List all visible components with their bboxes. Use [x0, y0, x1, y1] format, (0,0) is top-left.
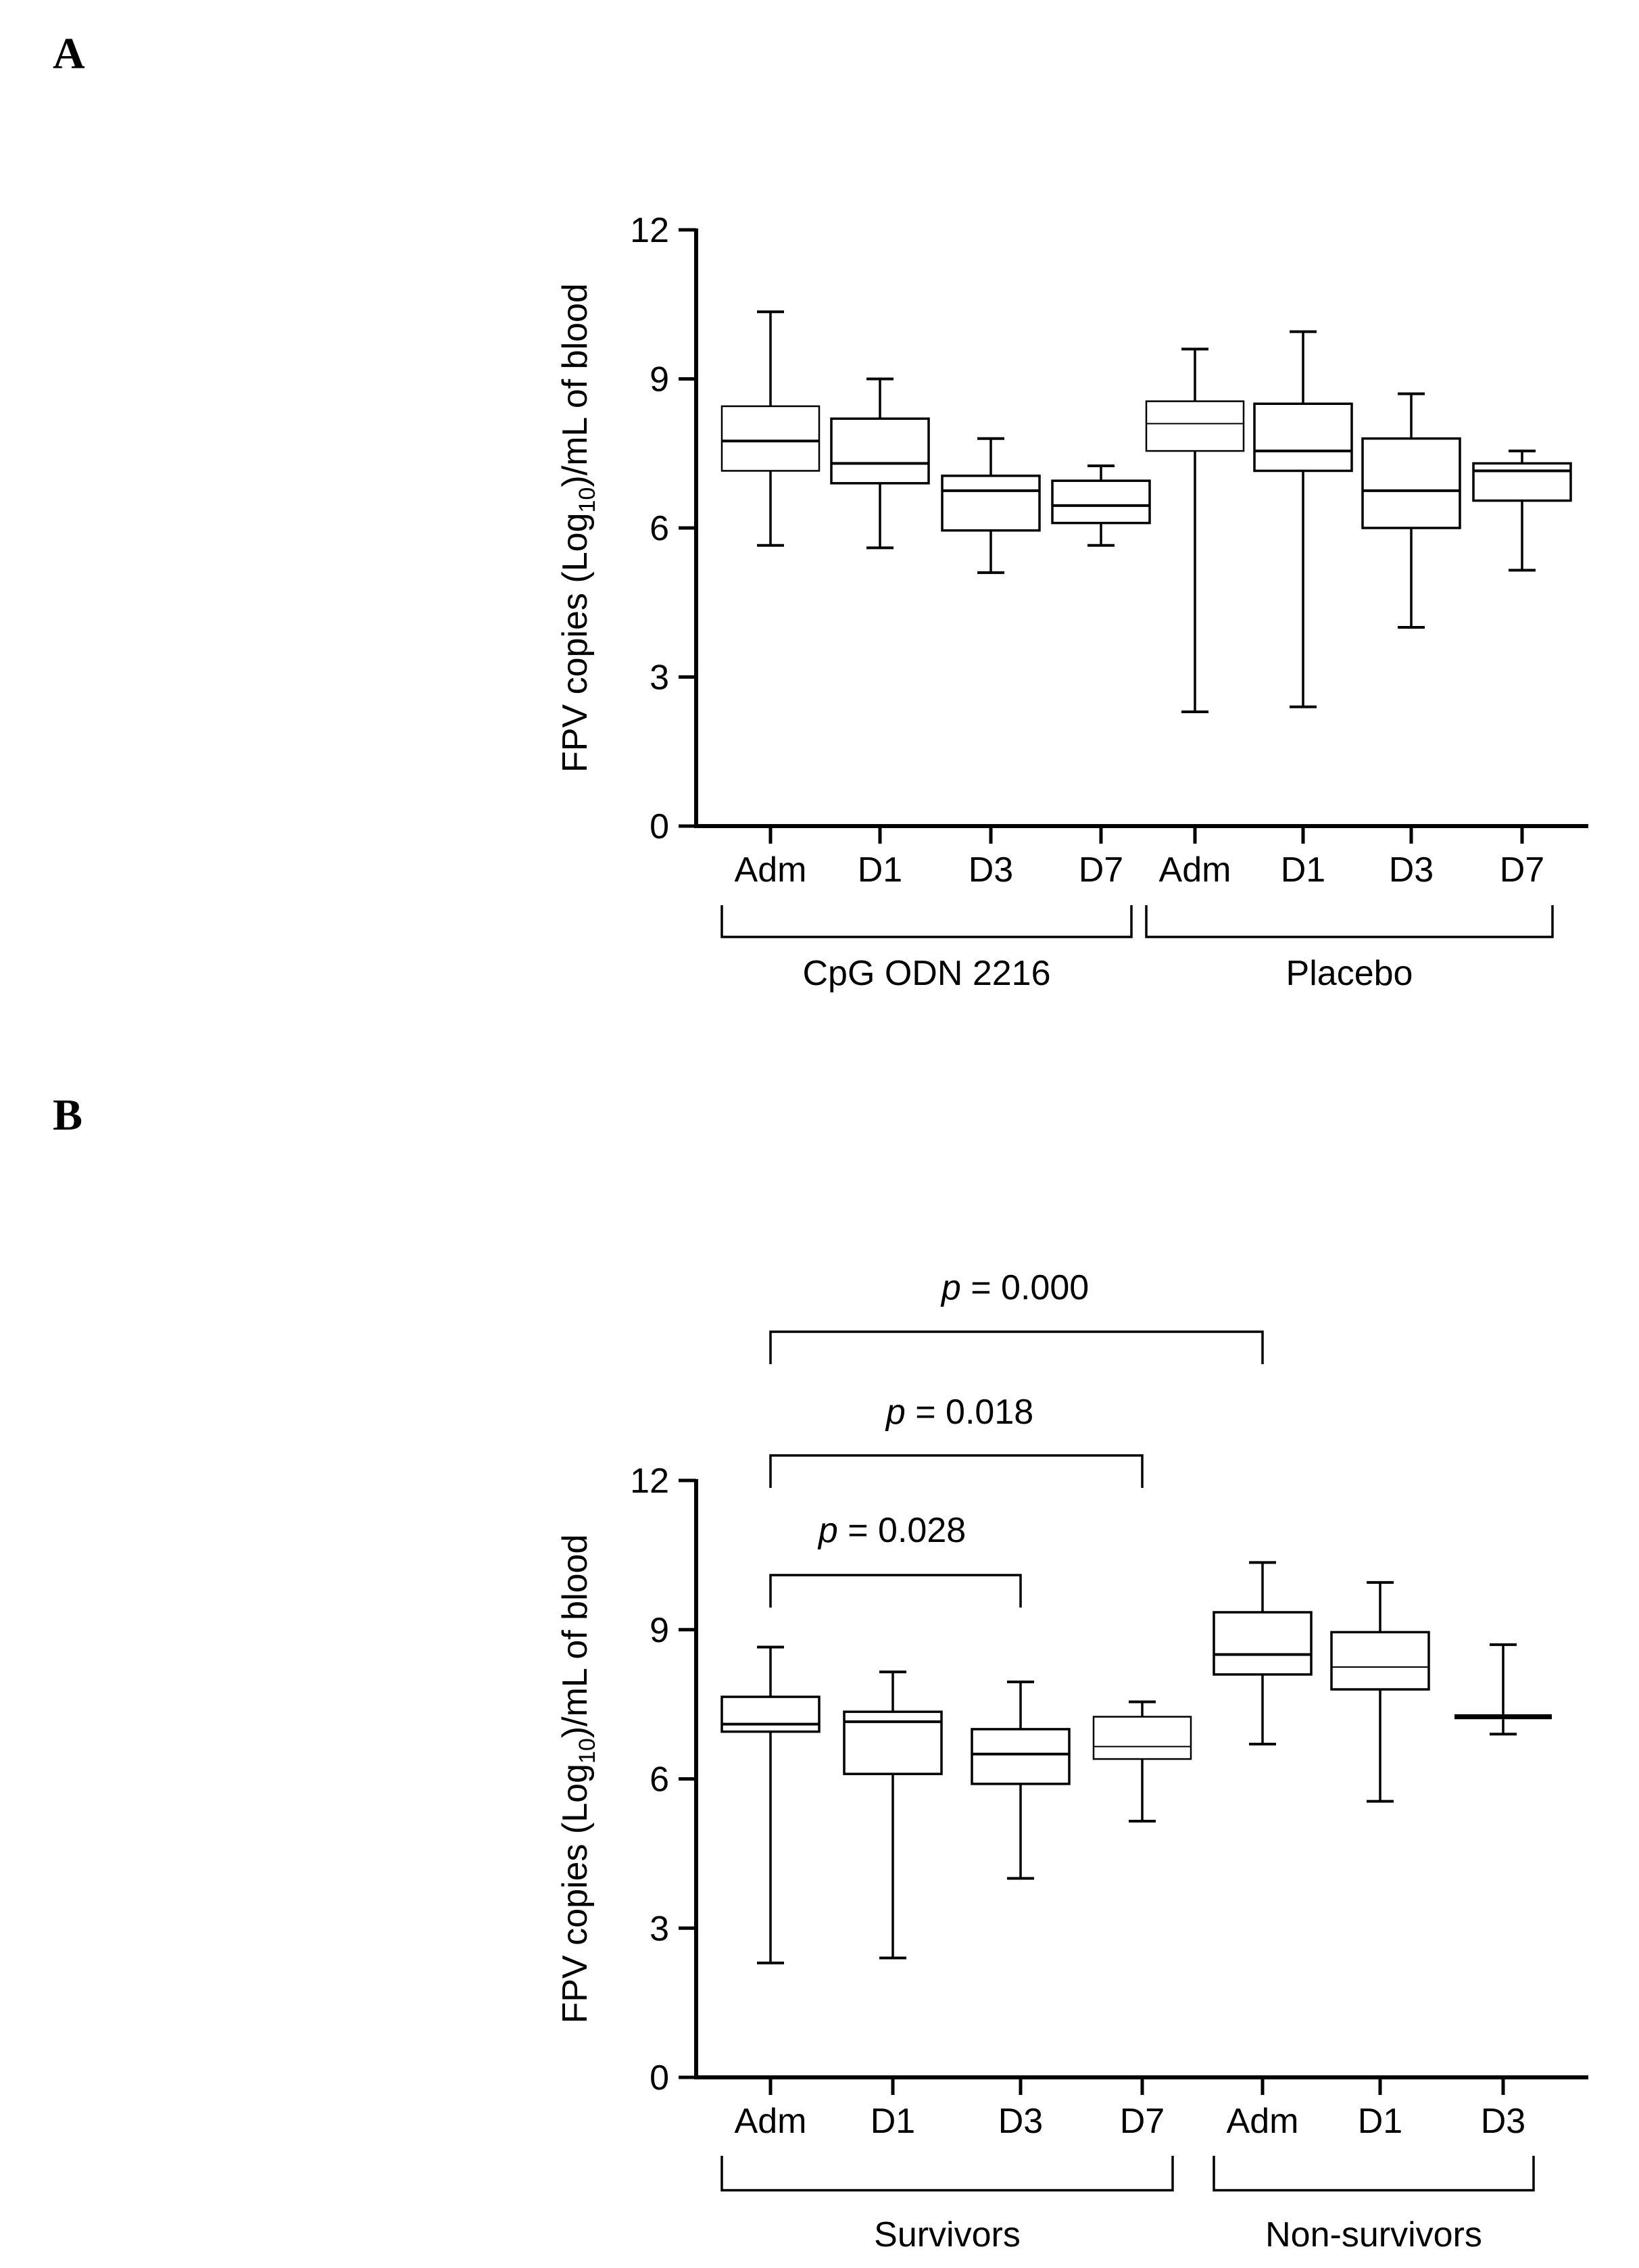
panel-b-significance-bracket [769, 1454, 1144, 1488]
panel-a-placebo-d3-label: D3 [1389, 850, 1434, 890]
panel-a-cpg-odn-2216-d3-label: D3 [969, 850, 1013, 890]
panel-b-survivors-adm-label: Adm [735, 2102, 807, 2141]
panel-a-placebo-d1-box [1253, 402, 1353, 473]
panel-a-cpg-odn-2216-adm-box [720, 405, 821, 472]
panel-a-placebo-d1-label: D1 [1281, 850, 1325, 890]
panel-a-cpg-odn-2216-d7-label: D7 [1079, 850, 1123, 890]
panel-b-survivors-d7-label: D7 [1120, 2102, 1165, 2141]
panel-a-letter: A [53, 29, 85, 78]
panel-b-p-value-label: p = 0.018 [885, 1393, 1033, 1432]
panel-b-y-tick-label: 12 [630, 1462, 669, 1501]
panel-a-placebo-d7-box [1472, 462, 1572, 502]
panel-a-placebo-adm-label: Adm [1159, 850, 1231, 890]
panel-b-y-tick-label: 0 [650, 2058, 669, 2098]
panel-a-group-bracket [720, 905, 1133, 938]
panel-b-significance-bracket [769, 1574, 1022, 1608]
panel-b-p-value-label: p = 0.028 [817, 1511, 966, 1550]
panel-a-group-bracket [1145, 905, 1554, 938]
panel-b-y-axis-title: FPV copies (Log10)/mL of blood [556, 1535, 600, 2024]
panel-a-group-label: Placebo [1286, 954, 1413, 993]
panel-b-significance-bracket [769, 1330, 1264, 1364]
panel-a-placebo-d7-label: D7 [1500, 850, 1544, 890]
panel-b-survivors-d1-label: D1 [871, 2102, 915, 2141]
panel-b-y-tick-label: 6 [650, 1760, 669, 1800]
panel-a-cpg-odn-2216-adm-label: Adm [735, 850, 807, 890]
panel-b-non-survivors-d3-label: D3 [1481, 2102, 1525, 2141]
panel-a-group-label: CpG ODN 2216 [802, 954, 1050, 993]
panel-a-cpg-odn-2216-d1-label: D1 [858, 850, 902, 890]
panel-a-y-tick-label: 12 [630, 211, 669, 250]
panel-a-cpg-odn-2216-d7-box [1051, 479, 1151, 525]
panel-a-y-tick-label: 0 [650, 807, 669, 846]
panel-b-survivors-d3-box [971, 1728, 1071, 1785]
panel-a-y-axis-title: FPV copies (Log10)/mL of blood [556, 283, 600, 773]
panel-b-group-label: Survivors [874, 2215, 1021, 2254]
panel-a-y-tick-label: 6 [650, 509, 669, 548]
panel-b-group-bracket [1213, 2156, 1535, 2192]
panel-a-placebo-d3-box [1361, 437, 1461, 529]
panel-b-survivors-d7-box [1092, 1716, 1192, 1760]
panel-b-survivors-adm-box [720, 1695, 821, 1733]
panel-a-cpg-odn-2216-d1-box [830, 417, 930, 485]
panel-a-placebo-adm-box [1145, 400, 1245, 452]
panel-b-survivors-d3-label: D3 [998, 2102, 1043, 2141]
panel-b-non-survivors-d1-box [1330, 1631, 1430, 1691]
panel-a-y-tick-label: 3 [650, 658, 669, 698]
panel-a-y-tick-label: 9 [650, 360, 669, 400]
panel-b-y-tick-label: 3 [650, 1909, 669, 1948]
panel-a-cpg-odn-2216-d3-box [941, 475, 1041, 532]
panel-b-non-survivors-adm-box [1213, 1611, 1313, 1676]
panel-b-non-survivors-adm-label: Adm [1227, 2102, 1299, 2141]
panel-b-p-value-label: p = 0.000 [940, 1268, 1089, 1307]
panel-b-y-tick-label: 9 [650, 1611, 669, 1650]
panel-b-letter: B [53, 1090, 83, 1140]
panel-b-group-bracket [720, 2156, 1174, 2192]
panel-b-group-label: Non-survivors [1265, 2215, 1482, 2254]
panel-b-non-survivors-d1-label: D1 [1358, 2102, 1402, 2141]
